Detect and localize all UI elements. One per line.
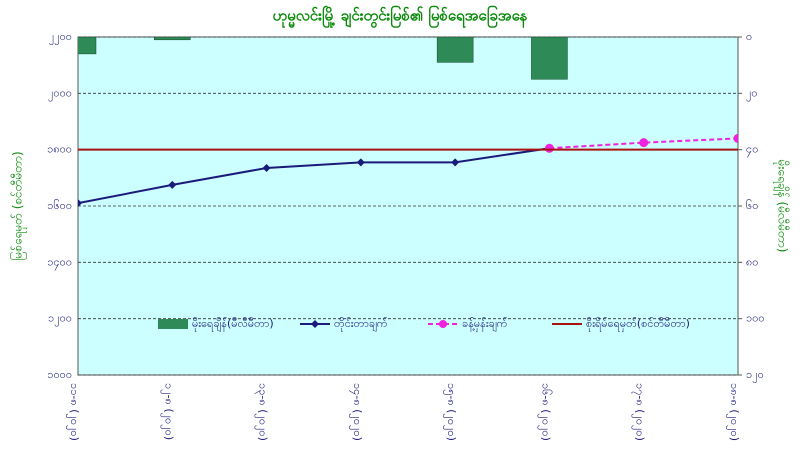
x-tick-label: ၁၄-၈ (၂၀၂၀)	[349, 383, 364, 441]
y2-tick-label: ၁၂၀	[746, 368, 764, 383]
point	[639, 138, 649, 148]
x-tick-label: ၁၈-၈ (၂၀၂၀)	[726, 383, 741, 441]
y-tick-label: ၂၂၀၀	[49, 30, 72, 45]
x-tick-label: ၁၂-၈ (၂၀၂၀)	[160, 383, 175, 440]
y-tick-label: ၂၀၀၀	[48, 86, 72, 101]
y2-tick-label: ၄၀	[746, 143, 758, 158]
point	[78, 199, 82, 208]
y-tick-label: ၁၀၀၀	[47, 368, 72, 381]
y2-tick-label: ၈၀	[746, 255, 758, 268]
x-tick-label: ၁၁-၈ (၂၀၂၀)	[66, 383, 81, 441]
y2-tick-label: ၁၀၀	[746, 312, 765, 325]
rain-bar	[436, 37, 474, 63]
point	[451, 158, 460, 167]
x-tick-label: ၁၇-၈ (၂၀၂၀)	[632, 383, 647, 441]
rain-bar	[154, 37, 191, 41]
point	[168, 180, 177, 189]
y2-tick-label: ၀	[746, 30, 752, 43]
y2-tick-label: ၆၀	[746, 199, 758, 212]
x-tick-label: ၁၅-၈ (၂၀၂၀)	[443, 383, 458, 441]
y-axis-label: မြစ်ရေမှတ် (စင်တီမီတာ)	[9, 151, 28, 260]
plot-layer	[78, 37, 738, 208]
y-tick-label: ၁၈၀၀	[47, 143, 72, 156]
legend-label: ခန့်မှန်းချက်	[462, 317, 508, 332]
legend-label: စိုးရိမ်ရေမှတ်(စင်တီမီတာ)	[586, 317, 690, 332]
chart-title: ဟုမ္မလင်းမြို့ ချင်းတွင်းမြစ်၏ မြစ်ရေအခြ…	[273, 5, 528, 29]
y-tick-label: ၁၄၀၀	[47, 255, 72, 270]
point	[544, 143, 554, 153]
legend-swatch	[158, 319, 188, 329]
y-tick-label: ၁၆၀၀	[47, 199, 72, 212]
x-tick-label: ၁၃-၈ (၂၀၂၀)	[255, 383, 270, 441]
point	[356, 158, 365, 167]
rain-bar	[531, 37, 568, 80]
legend-label: တိုင်းတာချက်	[334, 317, 388, 332]
point	[733, 133, 738, 143]
y2-axis-label: မိုးရေချိန် (မီလီမီတာ)	[773, 160, 791, 253]
x-tick-label: ၁၆-၈ (၂၀၂၀)	[537, 383, 552, 441]
legend-label: မိုးရေချိန်(မီလီမီတာ)	[192, 317, 274, 332]
legend-marker	[311, 320, 319, 328]
rain-bar	[78, 37, 97, 55]
point	[262, 163, 271, 172]
series-line	[78, 147, 550, 205]
legend-marker	[439, 320, 447, 328]
y-tick-label: ၁၂၀၀	[48, 312, 72, 327]
y2-tick-label: ၂၀	[746, 86, 758, 101]
